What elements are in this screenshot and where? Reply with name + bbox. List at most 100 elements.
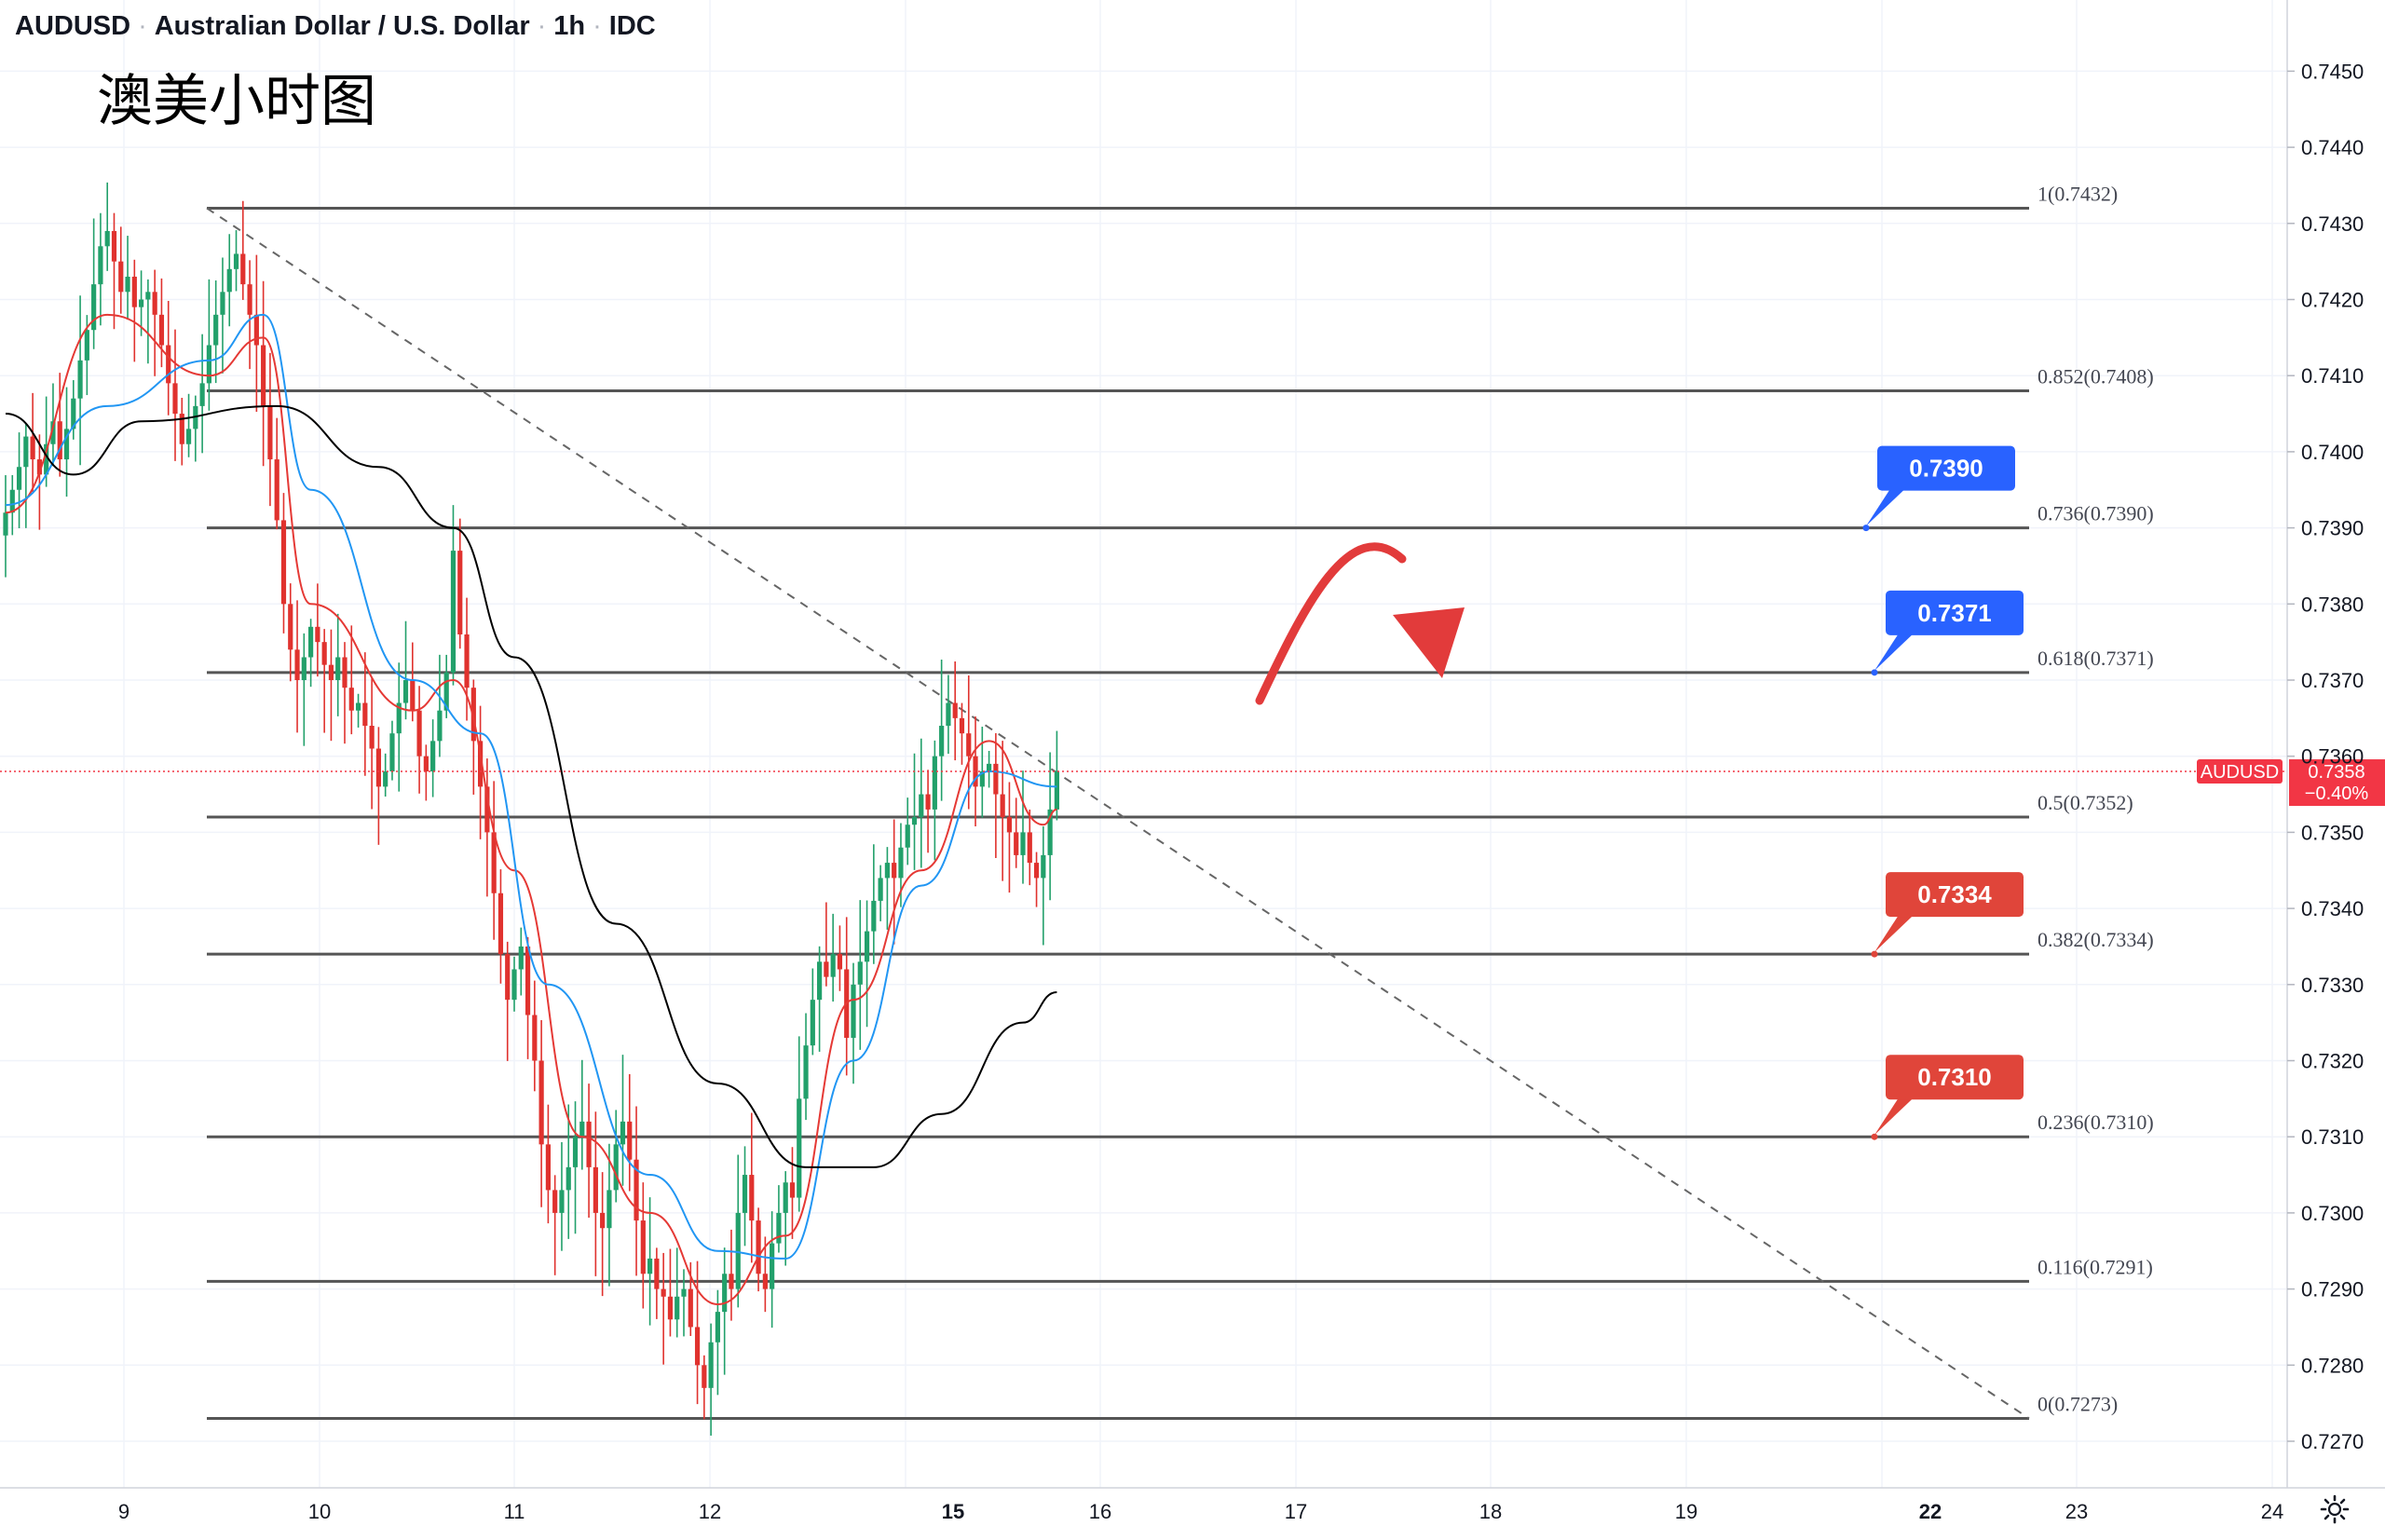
candle-body bbox=[681, 1288, 687, 1297]
candle bbox=[470, 679, 476, 795]
candle bbox=[233, 230, 239, 292]
candle bbox=[294, 600, 300, 733]
candle bbox=[288, 583, 293, 682]
time-axis-label: 17 bbox=[1285, 1500, 1307, 1523]
candle bbox=[63, 387, 70, 497]
candle-body bbox=[586, 1121, 592, 1167]
candle bbox=[613, 1110, 619, 1203]
candle bbox=[77, 295, 83, 466]
candle bbox=[301, 633, 307, 746]
candle bbox=[837, 925, 843, 991]
candle bbox=[505, 941, 511, 1061]
candle-body bbox=[708, 1342, 714, 1388]
candle bbox=[131, 259, 137, 362]
candle-body bbox=[470, 688, 476, 742]
price-tag-annotations[interactable]: AUDUSD 0.7358−0.40% 0.7390 0.7371 0.7334 0.73… bbox=[1862, 445, 2385, 1140]
candle-body bbox=[71, 398, 76, 429]
callout-pointer bbox=[1874, 633, 1914, 671]
chart-annotation-title: 澳美小时图 bbox=[97, 69, 376, 134]
price-axis-label: 0.7450 bbox=[2301, 60, 2364, 83]
candle bbox=[44, 396, 49, 487]
settings-gear-icon[interactable] bbox=[2320, 1494, 2350, 1524]
candle bbox=[572, 1101, 579, 1234]
candle bbox=[810, 968, 815, 1056]
candle bbox=[559, 1141, 565, 1251]
candle-body bbox=[57, 421, 62, 460]
candle-body bbox=[118, 261, 124, 293]
candle-body bbox=[423, 756, 429, 772]
candle-body bbox=[675, 1296, 680, 1320]
trend-line[interactable] bbox=[206, 207, 2030, 1420]
moving-average-line bbox=[5, 313, 1057, 1260]
candle bbox=[797, 1036, 802, 1212]
candle-body bbox=[437, 710, 443, 742]
time-axis-label: 11 bbox=[504, 1500, 525, 1523]
candle-body bbox=[1006, 817, 1013, 833]
candle-body bbox=[77, 360, 83, 399]
candle bbox=[600, 1172, 606, 1297]
candle-body bbox=[973, 756, 978, 787]
candle-body bbox=[30, 436, 35, 460]
candle bbox=[497, 869, 504, 984]
candle-body bbox=[932, 756, 937, 810]
candle-body bbox=[797, 1098, 802, 1198]
candle-body bbox=[369, 726, 375, 749]
candle bbox=[634, 1106, 639, 1276]
candle-body bbox=[606, 1190, 612, 1229]
price-callout-tag[interactable]: 0.7310 bbox=[1871, 1055, 2024, 1140]
candle-body bbox=[321, 642, 327, 665]
candle-body bbox=[688, 1288, 693, 1328]
candle-body bbox=[925, 794, 931, 810]
curved-arrow-annotation[interactable] bbox=[1255, 542, 1465, 705]
candle bbox=[647, 1197, 653, 1326]
candle bbox=[952, 661, 958, 761]
callout-text: 0.7371 bbox=[1917, 599, 1992, 627]
candle bbox=[973, 716, 978, 827]
candle-body bbox=[274, 459, 279, 521]
fib-level-label: 1(0.7432) bbox=[2037, 182, 2118, 205]
price-callout-tag[interactable]: 0.7390 bbox=[1862, 445, 2016, 532]
candle-body bbox=[559, 1190, 565, 1213]
candle-body bbox=[267, 405, 273, 460]
candle-body bbox=[1047, 809, 1053, 855]
candle-body bbox=[756, 1220, 761, 1274]
interval-label[interactable]: 1h bbox=[553, 11, 586, 41]
fibonacci-retracement[interactable]: 1(0.7432) 0.852(0.7408) 0.736(0.7390) 0.618… bbox=[207, 182, 2154, 1420]
time-axis[interactable]: 9 10 11 12 15 16 17 18 19 22 23 24 bbox=[0, 1487, 2385, 1523]
candle-body bbox=[593, 1166, 598, 1213]
candle-body bbox=[23, 436, 29, 468]
candle bbox=[1047, 752, 1053, 901]
candle-body bbox=[410, 680, 416, 711]
price-axis-label: 0.7330 bbox=[2301, 974, 2364, 997]
fib-level-label: 0.116(0.7291) bbox=[2037, 1255, 2153, 1278]
time-axis-label: 24 bbox=[2261, 1500, 2283, 1523]
dashed-trend-line[interactable] bbox=[206, 207, 2030, 1420]
candle bbox=[593, 1111, 598, 1276]
price-axis[interactable]: 0.7270 0.7280 0.7290 0.7300 0.7310 0.7320 0.73… bbox=[2286, 0, 2364, 1488]
callout-anchor-dot bbox=[1871, 1133, 1878, 1140]
callout-pointer bbox=[1866, 488, 1905, 526]
candle-body bbox=[91, 284, 97, 331]
candle-body bbox=[661, 1288, 666, 1297]
candle-body bbox=[898, 847, 904, 879]
candle-body bbox=[552, 1190, 558, 1213]
candle bbox=[3, 475, 8, 578]
symbol-header[interactable]: AUDUSD · Australian Dollar / U.S. Dollar · 1… bbox=[15, 11, 656, 41]
candle bbox=[396, 662, 402, 792]
candle-body bbox=[518, 946, 524, 970]
candle-body bbox=[50, 421, 56, 444]
price-callout-tag[interactable]: 0.7334 bbox=[1871, 872, 2024, 958]
candle-body bbox=[817, 961, 823, 1001]
candle-body bbox=[627, 1121, 633, 1160]
candle-body bbox=[308, 626, 314, 658]
symbol-price-badge[interactable]: AUDUSD 0.7358−0.40% bbox=[2197, 759, 2385, 807]
candle bbox=[987, 751, 992, 788]
candle-body bbox=[98, 246, 103, 285]
price-callout-tag[interactable]: 0.7371 bbox=[1871, 590, 2024, 676]
candle bbox=[892, 819, 897, 945]
callout-text: 0.7334 bbox=[1917, 880, 1992, 908]
candlestick-series bbox=[3, 182, 1059, 1436]
candle bbox=[158, 278, 165, 368]
time-axis-label: 22 bbox=[1919, 1500, 1942, 1523]
